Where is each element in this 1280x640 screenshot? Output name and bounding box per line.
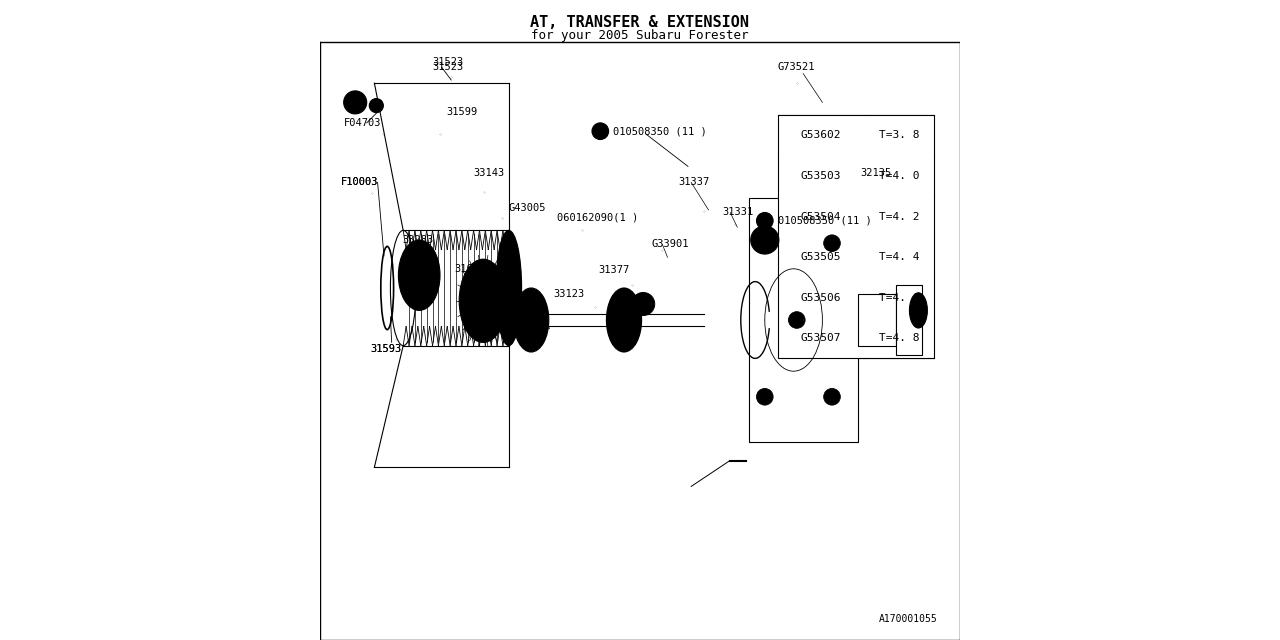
Ellipse shape	[471, 277, 497, 325]
Text: 33283: 33283	[402, 235, 433, 245]
Text: B: B	[598, 127, 603, 136]
Ellipse shape	[398, 240, 440, 310]
Circle shape	[788, 312, 805, 328]
Text: T=4. 0: T=4. 0	[879, 171, 919, 181]
Text: 31331: 31331	[722, 207, 753, 218]
Text: T=4. 6: T=4. 6	[879, 292, 919, 303]
Text: 010508350 (11 ): 010508350 (11 )	[613, 126, 707, 136]
Text: G53506: G53506	[800, 292, 841, 303]
Text: 31593: 31593	[370, 344, 401, 354]
Ellipse shape	[607, 288, 641, 352]
Text: 060162090(1 ): 060162090(1 )	[557, 212, 637, 223]
Text: 33123: 33123	[554, 289, 585, 300]
Text: A170001055: A170001055	[879, 614, 937, 624]
Text: G53504: G53504	[800, 212, 841, 221]
Text: F10003: F10003	[340, 177, 378, 188]
Text: G73521: G73521	[777, 62, 815, 72]
Bar	[858, 294, 896, 346]
Text: 31616C*A: 31616C*A	[500, 321, 550, 332]
Text: G53505: G53505	[800, 252, 841, 262]
Text: T=3. 8: T=3. 8	[879, 131, 919, 140]
Circle shape	[756, 388, 773, 405]
Text: G43005: G43005	[508, 203, 547, 213]
Ellipse shape	[402, 270, 412, 280]
Text: G53602: G53602	[800, 131, 841, 140]
Text: 31616C*B: 31616C*B	[454, 264, 504, 274]
Ellipse shape	[374, 102, 379, 109]
Circle shape	[591, 123, 609, 140]
Ellipse shape	[910, 293, 928, 328]
Text: T=4. 2: T=4. 2	[879, 212, 919, 221]
Circle shape	[637, 298, 650, 310]
Ellipse shape	[460, 259, 507, 342]
Ellipse shape	[513, 288, 549, 352]
Bar	[777, 115, 934, 358]
Text: G53503: G53503	[800, 171, 841, 181]
Text: T=4. 8: T=4. 8	[879, 333, 919, 343]
Text: B: B	[763, 216, 767, 225]
Text: 31337: 31337	[678, 177, 709, 188]
Circle shape	[343, 91, 367, 114]
Circle shape	[756, 212, 773, 229]
Text: F04703: F04703	[344, 118, 381, 128]
Text: 010508350 (11 ): 010508350 (11 )	[777, 216, 872, 226]
Circle shape	[756, 235, 773, 252]
Ellipse shape	[420, 287, 430, 297]
Ellipse shape	[914, 301, 923, 320]
Text: F10003: F10003	[340, 177, 378, 188]
Text: 31377: 31377	[599, 265, 630, 275]
Text: 31523: 31523	[433, 57, 463, 67]
Text: 31523: 31523	[433, 62, 463, 72]
Text: for your 2005 Subaru Forester: for your 2005 Subaru Forester	[531, 29, 749, 42]
Text: 33143: 33143	[474, 168, 504, 178]
Ellipse shape	[522, 303, 540, 338]
Circle shape	[750, 226, 780, 254]
Text: T=4. 4: T=4. 4	[879, 252, 919, 262]
Text: 31593: 31593	[370, 344, 401, 354]
Text: G53507: G53507	[800, 333, 841, 343]
Ellipse shape	[495, 230, 522, 346]
FancyBboxPatch shape	[749, 198, 858, 442]
Ellipse shape	[369, 99, 384, 113]
Text: G33901: G33901	[652, 239, 689, 250]
Bar	[896, 285, 922, 355]
Text: 31599: 31599	[447, 107, 477, 117]
Text: AT, TRANSFER & EXTENSION: AT, TRANSFER & EXTENSION	[530, 15, 750, 30]
Text: 1: 1	[352, 97, 358, 108]
Ellipse shape	[614, 303, 634, 338]
Text: 32135: 32135	[860, 168, 892, 178]
Circle shape	[824, 388, 841, 405]
Circle shape	[632, 292, 655, 316]
Text: 1: 1	[762, 235, 768, 245]
Ellipse shape	[420, 253, 430, 264]
Circle shape	[824, 235, 841, 252]
